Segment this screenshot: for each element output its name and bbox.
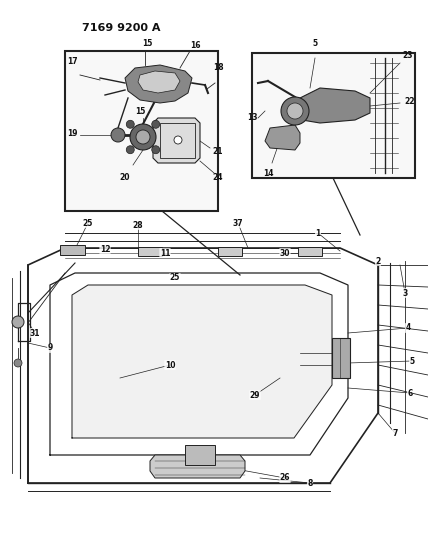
- Text: 31: 31: [30, 328, 40, 337]
- Bar: [252, 53, 415, 178]
- Bar: [160, 123, 195, 158]
- Text: 5: 5: [312, 38, 318, 47]
- Polygon shape: [125, 65, 192, 103]
- Circle shape: [281, 97, 309, 125]
- Text: 13: 13: [247, 114, 257, 123]
- Text: 15: 15: [135, 107, 145, 116]
- Text: 17: 17: [67, 56, 77, 66]
- Text: 28: 28: [133, 221, 143, 230]
- Polygon shape: [138, 71, 180, 93]
- Text: 2: 2: [375, 256, 380, 265]
- Circle shape: [136, 130, 150, 144]
- Text: 30: 30: [280, 248, 290, 257]
- Circle shape: [12, 316, 24, 328]
- Circle shape: [152, 146, 160, 154]
- Text: 3: 3: [402, 288, 407, 297]
- Polygon shape: [150, 455, 245, 478]
- Text: 25: 25: [170, 273, 180, 282]
- Text: 14: 14: [263, 168, 273, 177]
- Bar: [65, 51, 218, 211]
- Text: 8: 8: [307, 479, 313, 488]
- Bar: [185, 445, 215, 465]
- Bar: [218, 247, 242, 256]
- Text: 20: 20: [120, 174, 130, 182]
- Text: 6: 6: [407, 389, 413, 398]
- Text: 12: 12: [100, 245, 110, 254]
- Polygon shape: [265, 125, 300, 150]
- Text: 21: 21: [213, 147, 223, 156]
- Text: 37: 37: [233, 219, 243, 228]
- Text: 9: 9: [48, 343, 53, 352]
- Text: 24: 24: [213, 174, 223, 182]
- Bar: [298, 247, 322, 256]
- Text: 7: 7: [392, 429, 398, 438]
- Text: 22: 22: [405, 96, 415, 106]
- Text: 19: 19: [67, 128, 77, 138]
- Text: 1: 1: [315, 229, 321, 238]
- Polygon shape: [290, 88, 370, 123]
- Text: 29: 29: [250, 391, 260, 400]
- Circle shape: [126, 120, 134, 128]
- Circle shape: [152, 120, 160, 128]
- Text: 16: 16: [190, 42, 200, 51]
- Polygon shape: [72, 285, 332, 438]
- Text: 25: 25: [83, 219, 93, 228]
- Circle shape: [130, 124, 156, 150]
- Text: 7169 9200 A: 7169 9200 A: [82, 23, 160, 33]
- Text: 11: 11: [160, 248, 170, 257]
- Bar: [332, 338, 350, 378]
- Circle shape: [174, 136, 182, 144]
- Circle shape: [126, 146, 134, 154]
- Circle shape: [287, 103, 303, 119]
- Circle shape: [111, 128, 125, 142]
- Circle shape: [14, 359, 22, 367]
- Text: 18: 18: [213, 62, 223, 71]
- Text: 4: 4: [405, 324, 410, 333]
- Text: 10: 10: [165, 360, 175, 369]
- Bar: [138, 247, 162, 256]
- Text: 15: 15: [142, 38, 152, 47]
- Polygon shape: [153, 118, 200, 163]
- Text: 26: 26: [280, 473, 290, 482]
- Bar: [60, 245, 85, 255]
- Text: 5: 5: [410, 357, 415, 366]
- Text: 23: 23: [403, 51, 413, 60]
